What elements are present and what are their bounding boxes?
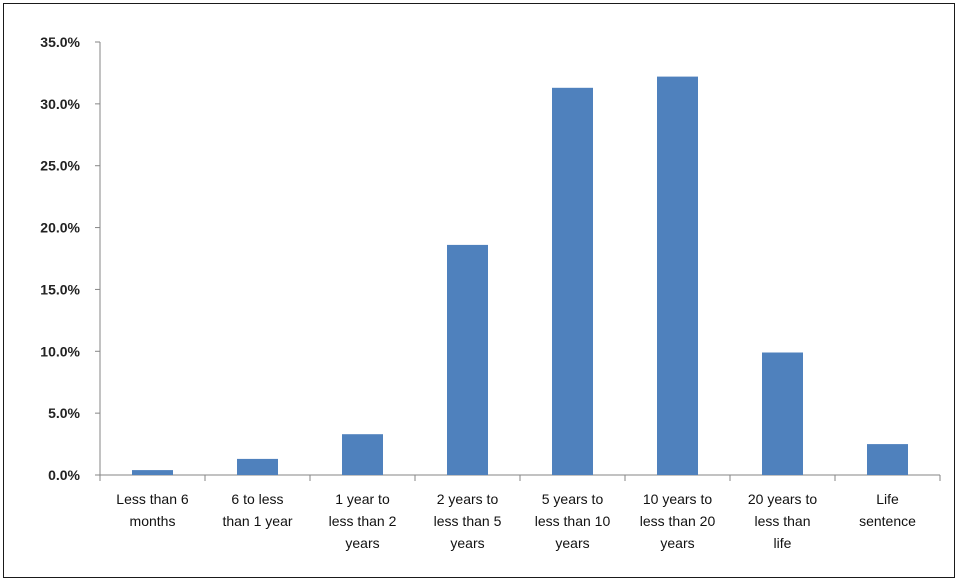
x-tick-label: Less than 6 months	[116, 491, 189, 529]
bar-chart: 0.0% 5.0% 10.0% 15.0% 20.0% 25.0% 30.0% 35.0% L…	[40, 34, 941, 551]
x-tick-label: 20 years to less than life	[748, 491, 817, 551]
x-tick-label: 10 years to less than 20 years	[640, 491, 716, 551]
y-tick-label: 10.0%	[40, 343, 80, 359]
x-tick-label: 6 to less than 1 year	[222, 491, 292, 529]
x-tick-label: 1 year to less than 2 years	[329, 491, 397, 551]
y-tick-label: 0.0%	[48, 467, 80, 483]
x-tick-labels: Less than 6 months 6 to less than 1 year 1 y…	[116, 491, 916, 551]
chart-frame: 0.0% 5.0% 10.0% 15.0% 20.0% 25.0% 30.0% 35.0% L…	[3, 3, 955, 578]
y-tick-labels: 0.0% 5.0% 10.0% 15.0% 20.0% 25.0% 30.0% 35.0%	[40, 34, 80, 483]
y-tick-label: 30.0%	[40, 96, 80, 112]
x-tick-label: Life sentence	[859, 491, 916, 529]
bar	[132, 470, 173, 475]
bar	[447, 244, 488, 475]
x-tick-label: 5 years to less than 10 years	[535, 491, 611, 551]
bar	[867, 444, 908, 475]
y-tick-label: 20.0%	[40, 220, 80, 236]
bar	[657, 76, 698, 475]
y-tick-label: 15.0%	[40, 281, 80, 297]
bar	[552, 87, 593, 476]
bar	[237, 458, 278, 475]
y-tick-label: 5.0%	[48, 405, 80, 421]
bar	[342, 434, 383, 475]
x-tick-label: 2 years to less than 5 years	[434, 491, 502, 551]
bars-group	[132, 76, 908, 476]
axes	[95, 41, 941, 481]
y-tick-label: 35.0%	[40, 34, 80, 50]
bar	[762, 352, 803, 475]
y-tick-label: 25.0%	[40, 158, 80, 174]
